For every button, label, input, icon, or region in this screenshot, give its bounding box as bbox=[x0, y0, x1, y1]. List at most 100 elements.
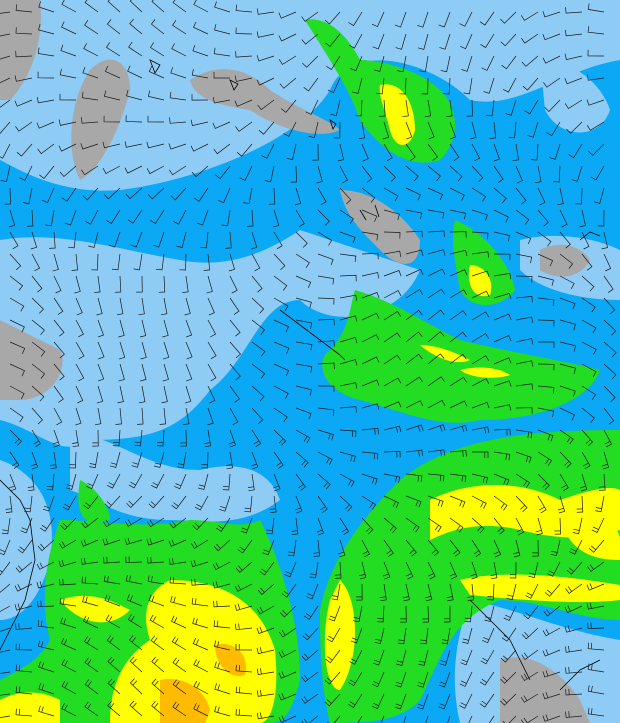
wind-barb bbox=[234, 603, 253, 611]
wind-barb bbox=[235, 643, 253, 651]
wind-barb bbox=[520, 693, 539, 703]
wind-barb bbox=[471, 495, 487, 509]
wind-barb bbox=[36, 561, 55, 570]
wind-barb bbox=[0, 33, 11, 37]
wind-barb bbox=[493, 473, 510, 486]
wind-barb bbox=[62, 495, 77, 511]
wind-barb bbox=[0, 165, 11, 183]
wind-barb bbox=[213, 640, 231, 651]
wind-barb bbox=[251, 275, 263, 293]
wind-barb bbox=[81, 91, 99, 101]
wind-barb bbox=[213, 47, 231, 57]
wind-barb bbox=[313, 539, 320, 557]
wind-barb bbox=[107, 678, 121, 695]
wind-barb bbox=[515, 231, 532, 245]
wind-barb bbox=[339, 274, 357, 282]
wind-barb bbox=[587, 3, 605, 13]
wind-barb bbox=[273, 297, 289, 312]
wind-barb bbox=[20, 517, 33, 534]
wind-barb bbox=[501, 55, 517, 70]
wind-barb bbox=[394, 11, 407, 28]
wind-barb bbox=[39, 517, 55, 532]
wind-barb bbox=[581, 253, 593, 271]
wind-barb bbox=[303, 77, 319, 92]
wind-barb bbox=[537, 407, 555, 418]
wind-barb bbox=[169, 517, 187, 529]
wind-barb bbox=[9, 275, 24, 291]
wind-barb bbox=[15, 643, 33, 651]
wind-barb bbox=[481, 55, 495, 71]
wind-barb bbox=[383, 187, 399, 202]
wind-barb bbox=[490, 561, 498, 580]
wind-barb bbox=[126, 495, 143, 508]
wind-barb bbox=[234, 99, 253, 107]
wind-barb bbox=[124, 165, 143, 174]
wind-barb bbox=[31, 253, 41, 272]
wind-barb bbox=[603, 297, 616, 315]
wind-barb bbox=[140, 363, 147, 382]
wind-barb bbox=[361, 517, 374, 535]
wind-barb bbox=[295, 451, 309, 468]
wind-barb bbox=[515, 165, 523, 184]
wind-barb bbox=[372, 671, 385, 688]
wind-barb bbox=[405, 121, 413, 140]
wind-barb bbox=[53, 385, 64, 403]
wind-barb bbox=[273, 451, 284, 469]
wind-barb bbox=[603, 385, 616, 402]
wind-barb bbox=[283, 121, 297, 137]
wind-barb bbox=[515, 338, 534, 345]
wind-barb bbox=[294, 495, 303, 514]
wind-barb bbox=[427, 309, 445, 321]
wind-barb bbox=[294, 187, 302, 206]
wind-barb bbox=[446, 583, 454, 602]
wind-barb bbox=[129, 656, 143, 673]
wind-barb bbox=[147, 187, 165, 200]
wind-barb bbox=[581, 363, 597, 378]
wind-barb bbox=[295, 385, 312, 396]
wind-barb bbox=[61, 659, 77, 673]
wind-barb bbox=[537, 231, 552, 247]
wind-barb bbox=[266, 517, 275, 535]
wind-barb bbox=[207, 407, 214, 426]
wind-barb bbox=[493, 253, 511, 261]
wind-barb bbox=[405, 289, 424, 299]
wind-barb bbox=[576, 495, 584, 513]
wind-barb bbox=[213, 600, 231, 608]
wind-barb bbox=[94, 407, 102, 426]
wind-barb bbox=[471, 539, 482, 557]
wind-barb bbox=[471, 355, 490, 365]
wind-barb bbox=[317, 429, 334, 441]
wind-barb bbox=[9, 407, 24, 423]
wind-barb bbox=[37, 143, 55, 155]
wind-barb bbox=[464, 605, 473, 623]
wind-barb bbox=[295, 341, 313, 351]
wind-barb bbox=[191, 94, 209, 101]
wind-barb bbox=[192, 44, 209, 57]
wind-barb bbox=[174, 473, 187, 490]
wind-barb bbox=[603, 341, 617, 358]
wind-barb bbox=[278, 11, 297, 19]
wind-barb bbox=[521, 11, 539, 21]
wind-barb bbox=[75, 297, 83, 316]
wind-barb bbox=[501, 627, 517, 642]
wind-barb bbox=[522, 77, 539, 91]
wind-barb bbox=[207, 297, 215, 316]
wind-barb bbox=[359, 561, 367, 580]
wind-barb bbox=[449, 165, 463, 182]
wind-barb bbox=[262, 539, 275, 556]
wind-barb bbox=[251, 429, 262, 447]
wind-barb bbox=[107, 473, 121, 489]
wind-barb bbox=[559, 231, 571, 249]
wind-barb bbox=[71, 253, 78, 271]
wind-barb bbox=[339, 473, 355, 488]
wind-barb bbox=[279, 77, 297, 89]
wind-barb bbox=[500, 671, 517, 684]
wind-barb bbox=[383, 143, 393, 162]
wind-barb bbox=[543, 77, 561, 88]
wind-barb bbox=[479, 671, 495, 686]
wind-barb bbox=[207, 363, 217, 382]
wind-barb bbox=[72, 429, 79, 448]
wind-barb bbox=[493, 428, 511, 436]
wind-barb bbox=[193, 680, 209, 695]
